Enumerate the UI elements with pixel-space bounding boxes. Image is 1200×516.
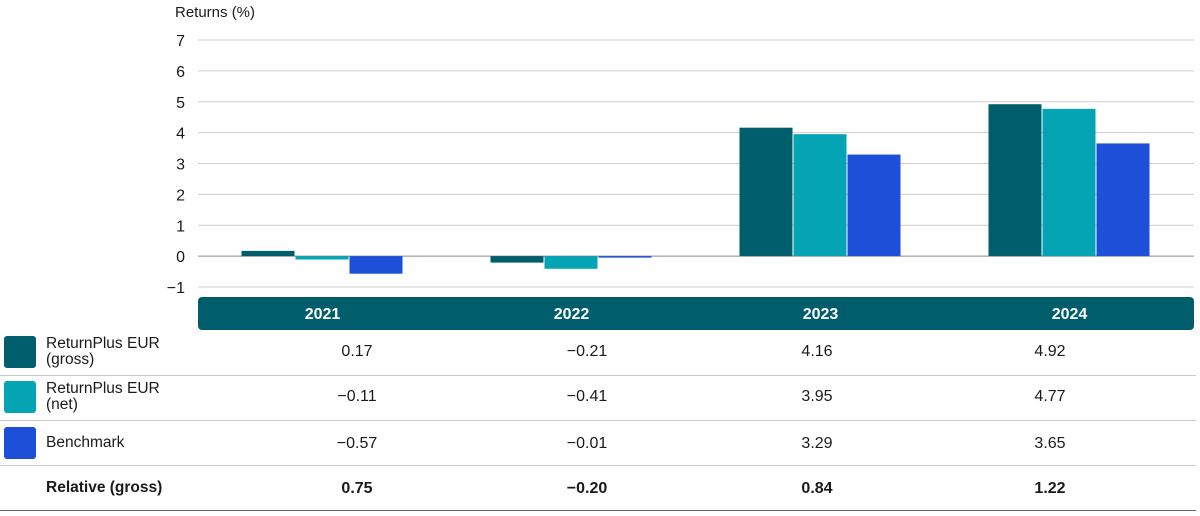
cell-gross-2021: 0.17 [341, 343, 373, 360]
y-tick-label: 4 [176, 126, 185, 143]
bar-2021-series-2 [295, 256, 349, 260]
cell-gross-2024: 4.92 [1034, 343, 1066, 360]
table-row-gross: ReturnPlus EUR (gross) 0.17 −0.21 4.16 4.… [0, 330, 1196, 376]
cell-relative-2021: 0.75 [341, 480, 373, 497]
cell-net-2022: −0.41 [566, 388, 608, 405]
y-tick-label: 1 [176, 218, 185, 235]
bar-2024-series-3 [1096, 143, 1150, 257]
bars-group [241, 104, 1150, 274]
year-header-bar [198, 297, 1194, 330]
y-tick-label: 0 [176, 249, 185, 266]
row-label-gross: ReturnPlus EUR (gross) [46, 335, 160, 368]
cell-benchmark-2024: 3.65 [1034, 435, 1066, 452]
cell-relative-2022: −0.20 [566, 480, 608, 497]
y-axis-title: Returns (%) [175, 4, 255, 21]
legend-swatch-net [4, 381, 36, 413]
y-tick-label: 2 [176, 187, 185, 204]
bar-2021-series-1 [241, 250, 295, 257]
returns-bar-chart: Returns (%) 7 6 5 4 3 2 1 0 −1 2021 2022 2023 2024 [167, 4, 1194, 330]
cell-benchmark-2023: 3.29 [801, 435, 833, 452]
y-tick-label: 3 [176, 157, 185, 174]
year-header-2024: 2024 [1052, 306, 1088, 323]
legend-swatch-gross [4, 336, 36, 368]
bar-2023-series-1 [739, 127, 793, 257]
bar-2022-series-2 [544, 256, 598, 269]
bar-2022-series-3 [598, 256, 652, 258]
year-header-2021: 2021 [305, 306, 341, 323]
y-axis-ticks: 7 6 5 4 3 2 1 0 −1 [167, 33, 185, 297]
bar-2024-series-1 [988, 104, 1042, 257]
table-row-net: ReturnPlus EUR (net) −0.11 −0.41 3.95 4.7… [0, 375, 1196, 421]
bar-2023-series-3 [847, 154, 901, 257]
cell-net-2021: −0.11 [337, 388, 377, 405]
year-headers: 2021 2022 2023 2024 [305, 306, 1088, 323]
y-tick-label: 6 [176, 64, 185, 81]
bar-2022-series-1 [490, 256, 544, 263]
legend-swatch-benchmark [4, 427, 36, 459]
y-tick-label: −1 [167, 280, 185, 297]
y-tick-label: 5 [176, 95, 185, 112]
y-tick-label: 7 [176, 33, 185, 50]
row-label-benchmark: Benchmark [46, 434, 125, 451]
cell-relative-2023: 0.84 [801, 480, 833, 497]
bar-2021-series-3 [349, 256, 403, 274]
year-header-2022: 2022 [554, 306, 590, 323]
year-header-2023: 2023 [803, 306, 839, 323]
cell-net-2024: 4.77 [1034, 388, 1066, 405]
cell-net-2023: 3.95 [801, 388, 833, 405]
cell-benchmark-2022: −0.01 [566, 435, 608, 452]
bar-2023-series-2 [793, 134, 847, 257]
table-row-relative: Relative (gross) 0.75 −0.20 0.84 1.22 [0, 465, 1196, 511]
table-row-benchmark: Benchmark −0.57 −0.01 3.29 3.65 [0, 420, 1196, 466]
row-label-net: ReturnPlus EUR (net) [46, 380, 160, 413]
cell-benchmark-2021: −0.57 [336, 435, 378, 452]
gridlines [198, 39, 1194, 288]
cell-gross-2022: −0.21 [566, 343, 608, 360]
bar-2024-series-2 [1042, 108, 1096, 257]
cell-gross-2023: 4.16 [801, 343, 833, 360]
row-label-relative: Relative (gross) [46, 479, 163, 496]
cell-relative-2024: 1.22 [1034, 480, 1066, 497]
